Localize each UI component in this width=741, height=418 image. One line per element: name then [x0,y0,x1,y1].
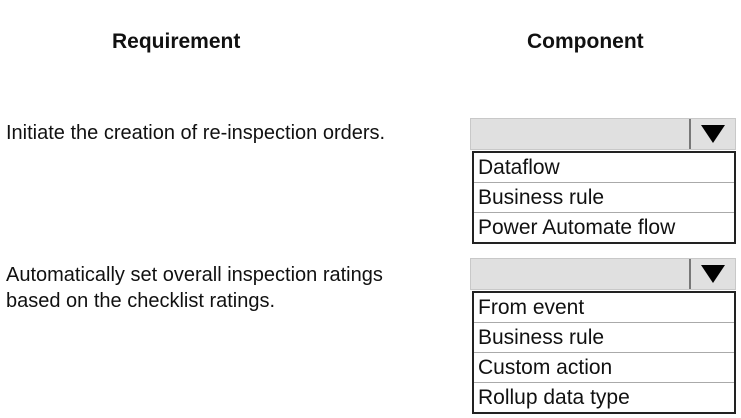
requirement-1: Initiate the creation of re-inspection o… [6,122,386,144]
triangle-down-icon [701,265,725,283]
requirement-header: Requirement [112,30,241,53]
dropdown-options-2: From event Business rule Custom action R… [472,291,736,414]
component-dropdown-1[interactable] [470,118,736,150]
dropdown-arrow-button[interactable] [689,259,735,289]
requirement-2-line-2: based on the checklist ratings. [6,290,276,312]
option-business-rule[interactable]: Business rule [474,323,734,353]
option-from-event[interactable]: From event [474,293,734,323]
requirement-2: Automatically set overall inspection rat… [6,262,383,314]
dropdown-options-1: Dataflow Business rule Power Automate fl… [472,151,736,244]
option-business-rule[interactable]: Business rule [474,183,734,213]
option-rollup-data-type[interactable]: Rollup data type [478,386,630,409]
component-header: Component [527,30,644,53]
triangle-down-icon [701,125,725,143]
requirement-2-line-1: Automatically set overall inspection rat… [6,264,383,286]
dropdown-arrow-button[interactable] [689,119,735,149]
option-dataflow[interactable]: Dataflow [474,153,734,183]
component-dropdown-2[interactable] [470,258,736,290]
option-power-automate-flow[interactable]: Power Automate flow [478,216,676,239]
option-custom-action[interactable]: Custom action [474,353,734,383]
